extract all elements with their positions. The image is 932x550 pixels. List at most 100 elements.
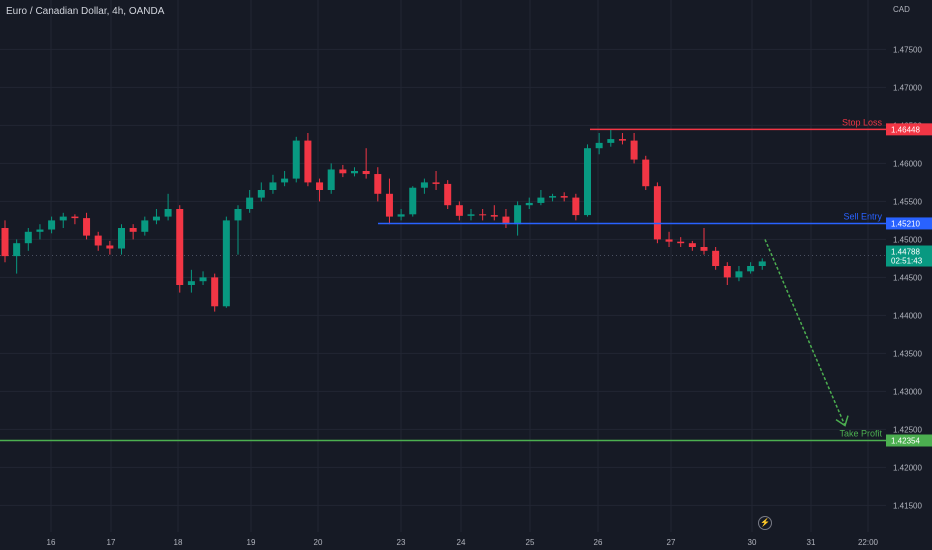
take-profit-price-tag	[886, 434, 932, 447]
candle-body	[129, 228, 137, 232]
candle-body	[269, 182, 277, 190]
x-tick-label: 18	[174, 538, 183, 547]
candle-body	[584, 148, 591, 216]
y-tick-label: 1.43500	[893, 349, 922, 358]
candle-body	[630, 140, 638, 160]
candle-body	[13, 243, 21, 257]
candle-body	[24, 231, 32, 244]
candle-body	[246, 197, 254, 209]
y-tick-label: 1.42500	[893, 425, 922, 434]
candle-body	[712, 250, 720, 266]
arrow-shaft	[764, 239, 846, 426]
arrow-head	[835, 415, 849, 427]
projection-arrow	[764, 239, 849, 427]
candle-body	[549, 196, 557, 198]
candle-body	[502, 216, 510, 225]
candle-body	[257, 190, 265, 198]
y-tick-label: 1.45000	[893, 235, 922, 244]
candle-body	[292, 140, 300, 179]
x-tick-label: 30	[748, 538, 757, 547]
candle-body	[48, 220, 56, 230]
candle-body	[94, 235, 102, 246]
stop-loss-price-text: 1.46448	[891, 125, 920, 134]
candle-body	[152, 216, 160, 221]
candle-body	[316, 182, 324, 190]
candle-body	[479, 214, 487, 216]
y-tick-label: 1.45500	[893, 197, 922, 206]
candle-body	[642, 159, 650, 187]
candle-body	[106, 245, 114, 249]
currency-label: CAD	[893, 5, 910, 14]
candle-body	[304, 140, 312, 183]
y-tick-label: 1.43000	[893, 387, 922, 396]
candle-body	[665, 239, 673, 242]
stop-loss-label: Stop Loss	[842, 117, 883, 127]
candle-body	[36, 229, 44, 232]
x-tick-label: 26	[594, 538, 603, 547]
candle-body	[187, 281, 195, 285]
candle-body	[700, 247, 708, 251]
x-tick-label: 27	[667, 538, 676, 547]
candle-body	[385, 193, 393, 217]
candle-body	[688, 243, 696, 247]
x-tick-label: 22:00	[858, 538, 879, 547]
x-tick-label: 23	[397, 538, 406, 547]
candle-body	[444, 183, 452, 206]
y-tick-label: 1.47500	[893, 45, 922, 54]
candle-body	[362, 171, 370, 175]
candle-body	[455, 205, 463, 216]
x-tick-label: 19	[247, 538, 256, 547]
y-tick-label: 1.42000	[893, 463, 922, 472]
stop-loss-price-tag	[886, 123, 932, 136]
x-tick-label: 25	[526, 538, 535, 547]
candle-body	[653, 186, 661, 240]
time-axis: 16 17 18 19 20 23 24 25 26 27 30 31 22:00	[47, 538, 879, 547]
lightning-icon[interactable]: ⚡	[758, 516, 772, 530]
candle-body	[281, 178, 289, 183]
candle-body	[118, 228, 125, 249]
candle-body	[1, 228, 9, 257]
candle-body	[572, 197, 580, 216]
chart-title: Euro / Canadian Dollar, 4h, OANDA	[6, 6, 165, 17]
candle-body	[71, 216, 79, 219]
candle-body	[397, 214, 405, 217]
sell-entry-label: Sell Entry	[843, 211, 882, 221]
y-tick-label: 1.46000	[893, 159, 922, 168]
y-tick-label: 1.47000	[893, 83, 922, 92]
candle-body	[490, 215, 498, 217]
candle-body	[234, 209, 242, 221]
candle-body	[618, 139, 626, 141]
candle-body	[222, 220, 230, 307]
x-tick-label: 17	[107, 538, 116, 547]
candle-body	[525, 202, 533, 206]
candle-body	[351, 171, 358, 174]
candle-body	[735, 271, 743, 278]
candle-body	[176, 209, 184, 285]
candle-body	[83, 218, 91, 236]
candle-body	[327, 169, 335, 190]
chart-grid	[0, 0, 886, 532]
candle-body	[59, 216, 67, 221]
candle-body	[409, 187, 417, 215]
candle-body	[514, 205, 522, 225]
x-tick-label: 20	[314, 538, 323, 547]
sell-entry-price-text: 1.45210	[891, 219, 920, 228]
take-profit-price-text: 1.42354	[891, 436, 920, 445]
x-tick-label: 24	[457, 538, 466, 547]
candle-body	[211, 277, 219, 307]
candle-body	[374, 174, 382, 194]
candle-body	[420, 182, 428, 188]
candle-body	[560, 196, 568, 198]
candle-body	[537, 197, 545, 203]
candle-body	[747, 266, 755, 272]
sell-entry-price-tag	[886, 217, 932, 230]
candle-body	[339, 169, 347, 174]
y-tick-label: 1.41500	[893, 501, 922, 510]
last-price-text: 1.44788	[891, 248, 920, 257]
x-tick-label: 31	[807, 538, 816, 547]
candle-body	[677, 241, 685, 244]
y-tick-label: 1.44500	[893, 273, 922, 282]
candle-body	[595, 142, 603, 149]
take-profit-label: Take Profit	[839, 428, 882, 438]
